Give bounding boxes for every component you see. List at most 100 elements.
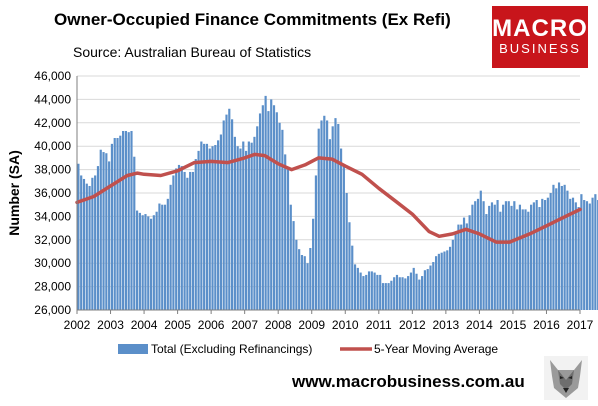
macrobusiness-logo: MACRO BUSINESS	[492, 6, 588, 68]
bar	[359, 272, 362, 310]
bar	[415, 273, 418, 310]
bar	[530, 204, 533, 310]
bar	[577, 207, 580, 310]
bar	[488, 205, 491, 310]
bar	[407, 276, 410, 310]
bar	[513, 201, 516, 310]
bar	[594, 194, 597, 310]
bar	[236, 146, 239, 310]
bar	[504, 201, 508, 310]
bar	[244, 150, 248, 310]
bar	[242, 141, 245, 310]
bar	[320, 120, 323, 311]
bar	[85, 183, 88, 310]
bar	[138, 212, 141, 310]
bar	[180, 166, 183, 310]
bar	[460, 224, 463, 310]
x-tick-label: 2003	[97, 318, 124, 332]
y-tick-label: 44,000	[34, 92, 71, 106]
y-tick-label: 36,000	[34, 186, 71, 200]
bar	[401, 277, 404, 310]
bar	[448, 246, 452, 310]
bar	[409, 272, 413, 310]
bar	[231, 119, 234, 310]
y-tick-label: 30,000	[34, 256, 71, 270]
grid-layer	[77, 75, 580, 288]
bar	[479, 190, 482, 310]
bar	[418, 279, 421, 310]
chart-title: Owner-Occupied Finance Commitments (Ex R…	[54, 10, 451, 29]
bar	[432, 262, 435, 310]
bar	[298, 249, 301, 310]
bar	[127, 132, 130, 310]
logo-line-1: MACRO	[492, 15, 588, 42]
bar	[116, 138, 119, 310]
bar	[356, 267, 359, 310]
bar	[440, 252, 443, 310]
bar	[331, 126, 334, 310]
bar	[258, 113, 262, 310]
bar	[203, 143, 206, 310]
website-url[interactable]: www.macrobusiness.com.au	[292, 372, 525, 391]
legend: Total (Excluding Refinancings) 5-Year Mov…	[118, 342, 498, 356]
bar	[421, 276, 424, 310]
bar	[169, 184, 172, 310]
bar	[225, 114, 228, 310]
bar	[312, 218, 315, 310]
bar	[256, 126, 259, 310]
bar	[367, 271, 371, 310]
bar	[583, 200, 586, 310]
bar	[300, 255, 304, 310]
bar	[306, 263, 309, 310]
bar	[446, 250, 449, 310]
bar	[454, 231, 457, 310]
bar	[373, 272, 376, 310]
bar	[82, 178, 86, 310]
bar	[376, 274, 379, 310]
bar	[379, 274, 382, 310]
y-tick-label: 38,000	[34, 163, 71, 177]
bar	[339, 148, 343, 310]
bar	[91, 177, 94, 310]
y-tick-label: 26,000	[34, 303, 71, 317]
bar	[314, 175, 318, 310]
bar	[552, 184, 555, 310]
bar	[264, 95, 267, 310]
bar	[591, 197, 594, 310]
bar	[183, 171, 186, 310]
bar	[353, 264, 357, 310]
legend-bar-swatch	[118, 344, 148, 354]
bar	[538, 207, 541, 310]
bar	[334, 118, 337, 311]
bar	[286, 169, 290, 310]
x-tick-label: 2014	[466, 318, 493, 332]
bar	[149, 218, 153, 310]
bar	[108, 161, 111, 310]
bar	[348, 222, 351, 310]
bar	[228, 108, 231, 310]
x-tick-label: 2016	[533, 318, 560, 332]
bar	[289, 204, 292, 310]
bar	[247, 141, 250, 310]
bar	[152, 215, 155, 310]
bar	[270, 99, 273, 311]
bar	[390, 280, 393, 310]
bar	[437, 253, 440, 310]
bar	[462, 217, 466, 310]
bar	[133, 156, 136, 310]
bar	[155, 211, 158, 310]
bar	[141, 215, 144, 310]
bar	[110, 143, 114, 310]
bar	[563, 184, 566, 310]
bar	[549, 193, 552, 310]
bar	[546, 197, 549, 310]
x-tick-label: 2011	[366, 318, 392, 332]
bar	[158, 203, 161, 310]
bar	[135, 210, 139, 310]
bar	[147, 216, 150, 310]
x-tick-label: 2012	[399, 318, 426, 332]
bar	[219, 134, 223, 310]
bar	[124, 130, 127, 310]
bar	[194, 159, 197, 310]
bar	[309, 247, 312, 310]
